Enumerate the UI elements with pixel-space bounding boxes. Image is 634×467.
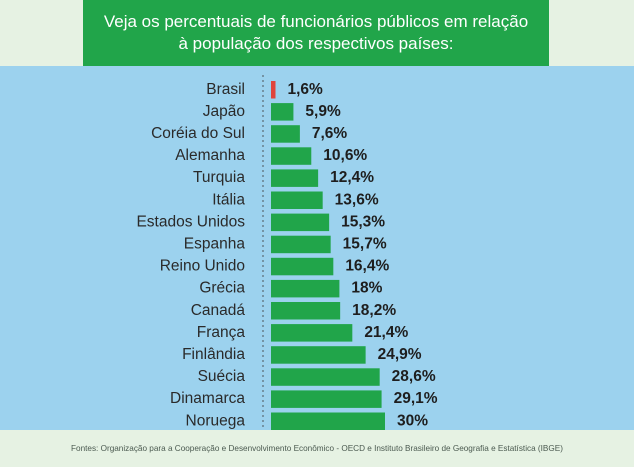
- bar-turquia: [271, 169, 319, 187]
- category-label-coreia-do-sul: Coréia do Sul: [151, 125, 245, 142]
- category-label-reino-unido: Reino Unido: [160, 258, 245, 275]
- bar-brasil: [271, 81, 276, 99]
- value-label-japao: 5,9%: [305, 103, 341, 120]
- category-label-franca: França: [197, 324, 246, 341]
- category-label-alemanha: Alemanha: [175, 147, 245, 164]
- value-label-espanha: 15,7%: [343, 236, 387, 253]
- category-label-finlandia: Finlândia: [182, 346, 245, 363]
- bar-grecia: [271, 279, 340, 298]
- value-labels: 1,6% 5,9% 7,6% 10,6% 12,4% 13,6% 15,3% 15,7% 16,…: [288, 81, 438, 430]
- category-label-dinamarca: Dinamarca: [170, 390, 245, 407]
- bar-dinamarca: [271, 390, 382, 408]
- source-text: Fontes: Organização para a Cooperação e …: [71, 444, 563, 453]
- category-label-brasil: Brasil: [206, 81, 245, 98]
- value-label-dinamarca: 29,1%: [394, 390, 438, 407]
- bar-chart: Brasil Japão Coréia do Sul Alemanha Turquia I…: [136, 75, 438, 430]
- value-label-finlandia: 24,9%: [378, 346, 422, 363]
- bar-suecia: [271, 368, 380, 386]
- bar-espanha: [271, 235, 331, 254]
- chart-panel: Brasil Japão Coréia do Sul Alemanha Turquia I…: [0, 66, 634, 430]
- source-footer: Fontes: Organização para a Cooperação e …: [0, 430, 634, 467]
- value-label-canada: 18,2%: [352, 302, 396, 319]
- bar-finlandia: [271, 346, 366, 364]
- bar-reino-unido: [271, 257, 334, 276]
- bar-estados-unidos: [271, 213, 330, 232]
- value-label-suecia: 28,6%: [392, 368, 436, 385]
- chart-header: Veja os percentuais de funcionários públ…: [83, 0, 549, 66]
- bars: [271, 81, 385, 430]
- value-label-alemanha: 10,6%: [323, 147, 367, 164]
- bar-noruega: [271, 412, 385, 430]
- category-label-suecia: Suécia: [198, 368, 246, 385]
- bar-coreia-do-sul: [271, 125, 300, 143]
- category-label-grecia: Grécia: [199, 280, 245, 297]
- category-labels: Brasil Japão Coréia do Sul Alemanha Turquia I…: [136, 81, 245, 430]
- value-label-brasil: 1,6%: [288, 81, 324, 98]
- category-label-canada: Canadá: [191, 302, 246, 319]
- value-label-reino-unido: 16,4%: [345, 258, 389, 275]
- value-label-estados-unidos: 15,3%: [341, 213, 385, 230]
- category-label-noruega: Noruega: [186, 412, 246, 429]
- value-label-grecia: 18%: [351, 280, 382, 297]
- category-label-japao: Japão: [203, 103, 245, 120]
- bar-canada: [271, 302, 341, 320]
- header-title: Veja os percentuais de funcionários públ…: [103, 12, 529, 53]
- bar-alemanha: [271, 147, 312, 165]
- bar-franca: [271, 324, 353, 342]
- value-label-coreia-do-sul: 7,6%: [312, 125, 348, 142]
- value-label-turquia: 12,4%: [330, 169, 374, 186]
- category-label-espanha: Espanha: [184, 236, 246, 253]
- category-label-italia: Itália: [212, 191, 245, 208]
- value-label-noruega: 30%: [397, 412, 428, 429]
- category-label-turquia: Turquia: [193, 169, 245, 186]
- bar-italia: [271, 191, 323, 209]
- value-label-italia: 13,6%: [335, 191, 379, 208]
- value-label-franca: 21,4%: [364, 324, 408, 341]
- category-label-estados-unidos: Estados Unidos: [136, 213, 245, 230]
- bar-japao: [271, 103, 294, 121]
